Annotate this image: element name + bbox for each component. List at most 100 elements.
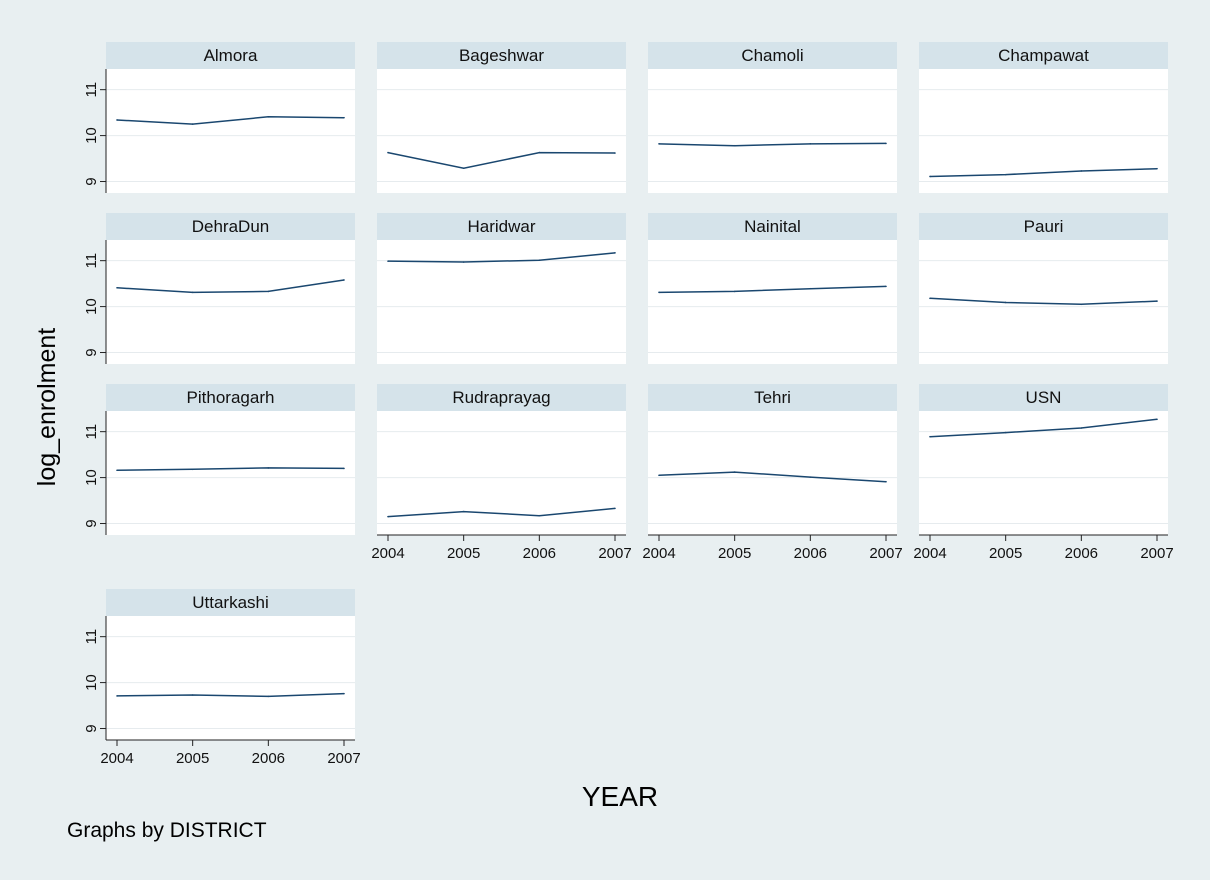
x-tick-label: 2005 <box>718 545 751 562</box>
data-point <box>1156 167 1158 170</box>
panel-title: Nainital <box>744 217 801 236</box>
panel-dehradun: DehraDun 9 10 11 <box>83 213 355 364</box>
panel-header <box>919 213 1168 240</box>
data-point <box>809 476 812 478</box>
panel-header <box>106 384 355 411</box>
data-point <box>387 260 389 262</box>
y-tick-label: 11 <box>83 629 100 645</box>
series-line-haridwar <box>387 252 616 263</box>
plot-area <box>648 69 897 193</box>
x-tick-label: 2004 <box>642 545 675 562</box>
panel-champawat: Champawat <box>919 42 1168 193</box>
panel-header <box>106 213 355 240</box>
panel-title: Almora <box>204 46 258 65</box>
y-tick-label: 11 <box>83 82 100 98</box>
panel-title: Bageshwar <box>459 46 544 65</box>
series-line-rudraprayag <box>387 507 616 518</box>
panel-tehri: Tehri 2004 2005 2006 2007 <box>642 384 903 562</box>
y-tick-label: 10 <box>83 298 100 315</box>
panel-title: USN <box>1026 388 1062 407</box>
x-axis-title: YEAR <box>582 781 658 812</box>
data-point <box>116 469 118 472</box>
x-tick-label: 2007 <box>1140 545 1173 562</box>
x-tick-label: 2006 <box>794 545 827 562</box>
x-tick-label: 2006 <box>252 750 285 767</box>
data-point <box>343 692 345 695</box>
panel-header <box>648 213 897 240</box>
data-point <box>1080 170 1083 172</box>
panel-title: Champawat <box>998 46 1089 65</box>
x-tick-label: 2004 <box>371 545 404 562</box>
panel-header <box>919 42 1168 69</box>
y-axis-title: log_enrolment <box>33 328 61 486</box>
data-point <box>885 480 887 483</box>
panel-almora: Almora 9 10 11 <box>83 42 355 193</box>
y-tick-label: 10 <box>83 469 100 486</box>
data-point <box>387 515 389 518</box>
x-tick-label: 2006 <box>1065 545 1098 562</box>
plot-area <box>648 240 897 364</box>
data-point <box>116 695 118 697</box>
series-line-bageshwar <box>387 151 616 169</box>
data-point <box>1080 303 1083 306</box>
plot-area <box>106 240 355 364</box>
y-tick-label: 11 <box>83 253 100 269</box>
panel-title: Haridwar <box>467 217 535 236</box>
panel-header <box>106 42 355 69</box>
data-point <box>1156 418 1158 421</box>
data-point <box>538 514 541 517</box>
data-point <box>462 261 465 263</box>
y-tick-label: 10 <box>83 127 100 144</box>
panel-title: Tehri <box>754 388 791 407</box>
series-line-pauri <box>929 297 1158 306</box>
data-point <box>267 290 270 293</box>
panel-header <box>648 42 897 69</box>
panel-uttarkashi: Uttarkashi 9 10 11 2004 2005 2006 2007 <box>83 589 361 767</box>
y-tick-label: 10 <box>83 674 100 691</box>
panel-title: DehraDun <box>192 217 270 236</box>
data-point <box>462 167 465 169</box>
series-line-nainital <box>658 285 887 294</box>
data-point <box>614 252 616 254</box>
y-tick-label: 9 <box>83 519 100 527</box>
panel-header <box>377 42 626 69</box>
panel-header <box>377 213 626 240</box>
x-tick-label: 2005 <box>176 750 209 767</box>
data-point <box>1156 300 1158 302</box>
data-point <box>733 471 736 473</box>
data-point <box>885 285 887 288</box>
series-line-chamoli <box>658 142 887 147</box>
plot-area <box>377 411 626 535</box>
panel-title: Chamoli <box>741 46 803 65</box>
data-point <box>116 286 118 289</box>
panel-title: Uttarkashi <box>192 593 269 612</box>
panels-layer: Almora 9 10 11 Bageshwar Chamoli Champawat Dehr… <box>83 42 1174 767</box>
data-point <box>267 695 270 698</box>
panel-title: Pauri <box>1024 217 1064 236</box>
plot-area <box>106 616 355 740</box>
data-point <box>929 175 931 178</box>
series-line-dehradun <box>116 279 345 294</box>
data-point <box>929 297 931 300</box>
panel-pithoragarh: Pithoragarh 9 10 11 <box>83 384 355 535</box>
x-tick-label: 2005 <box>989 545 1022 562</box>
data-point <box>267 115 270 118</box>
data-point <box>658 291 660 294</box>
series-line-pithoragarh <box>116 467 345 471</box>
y-tick-label: 9 <box>83 724 100 732</box>
series-line-tehri <box>658 471 887 483</box>
panel-pauri: Pauri <box>919 213 1168 364</box>
data-point <box>1004 431 1007 434</box>
panel-rudraprayag: Rudraprayag 2004 2005 2006 2007 <box>371 384 632 562</box>
data-point <box>1004 301 1007 304</box>
data-point <box>929 435 931 438</box>
data-point <box>1004 173 1007 176</box>
data-point <box>191 694 194 696</box>
data-point <box>191 468 194 471</box>
x-tick-label: 2005 <box>447 545 480 562</box>
data-point <box>191 291 194 294</box>
graphs-by-note: Graphs by DISTRICT <box>67 819 267 842</box>
data-point <box>614 152 616 154</box>
panel-haridwar: Haridwar <box>377 213 626 364</box>
panel-header <box>377 384 626 411</box>
